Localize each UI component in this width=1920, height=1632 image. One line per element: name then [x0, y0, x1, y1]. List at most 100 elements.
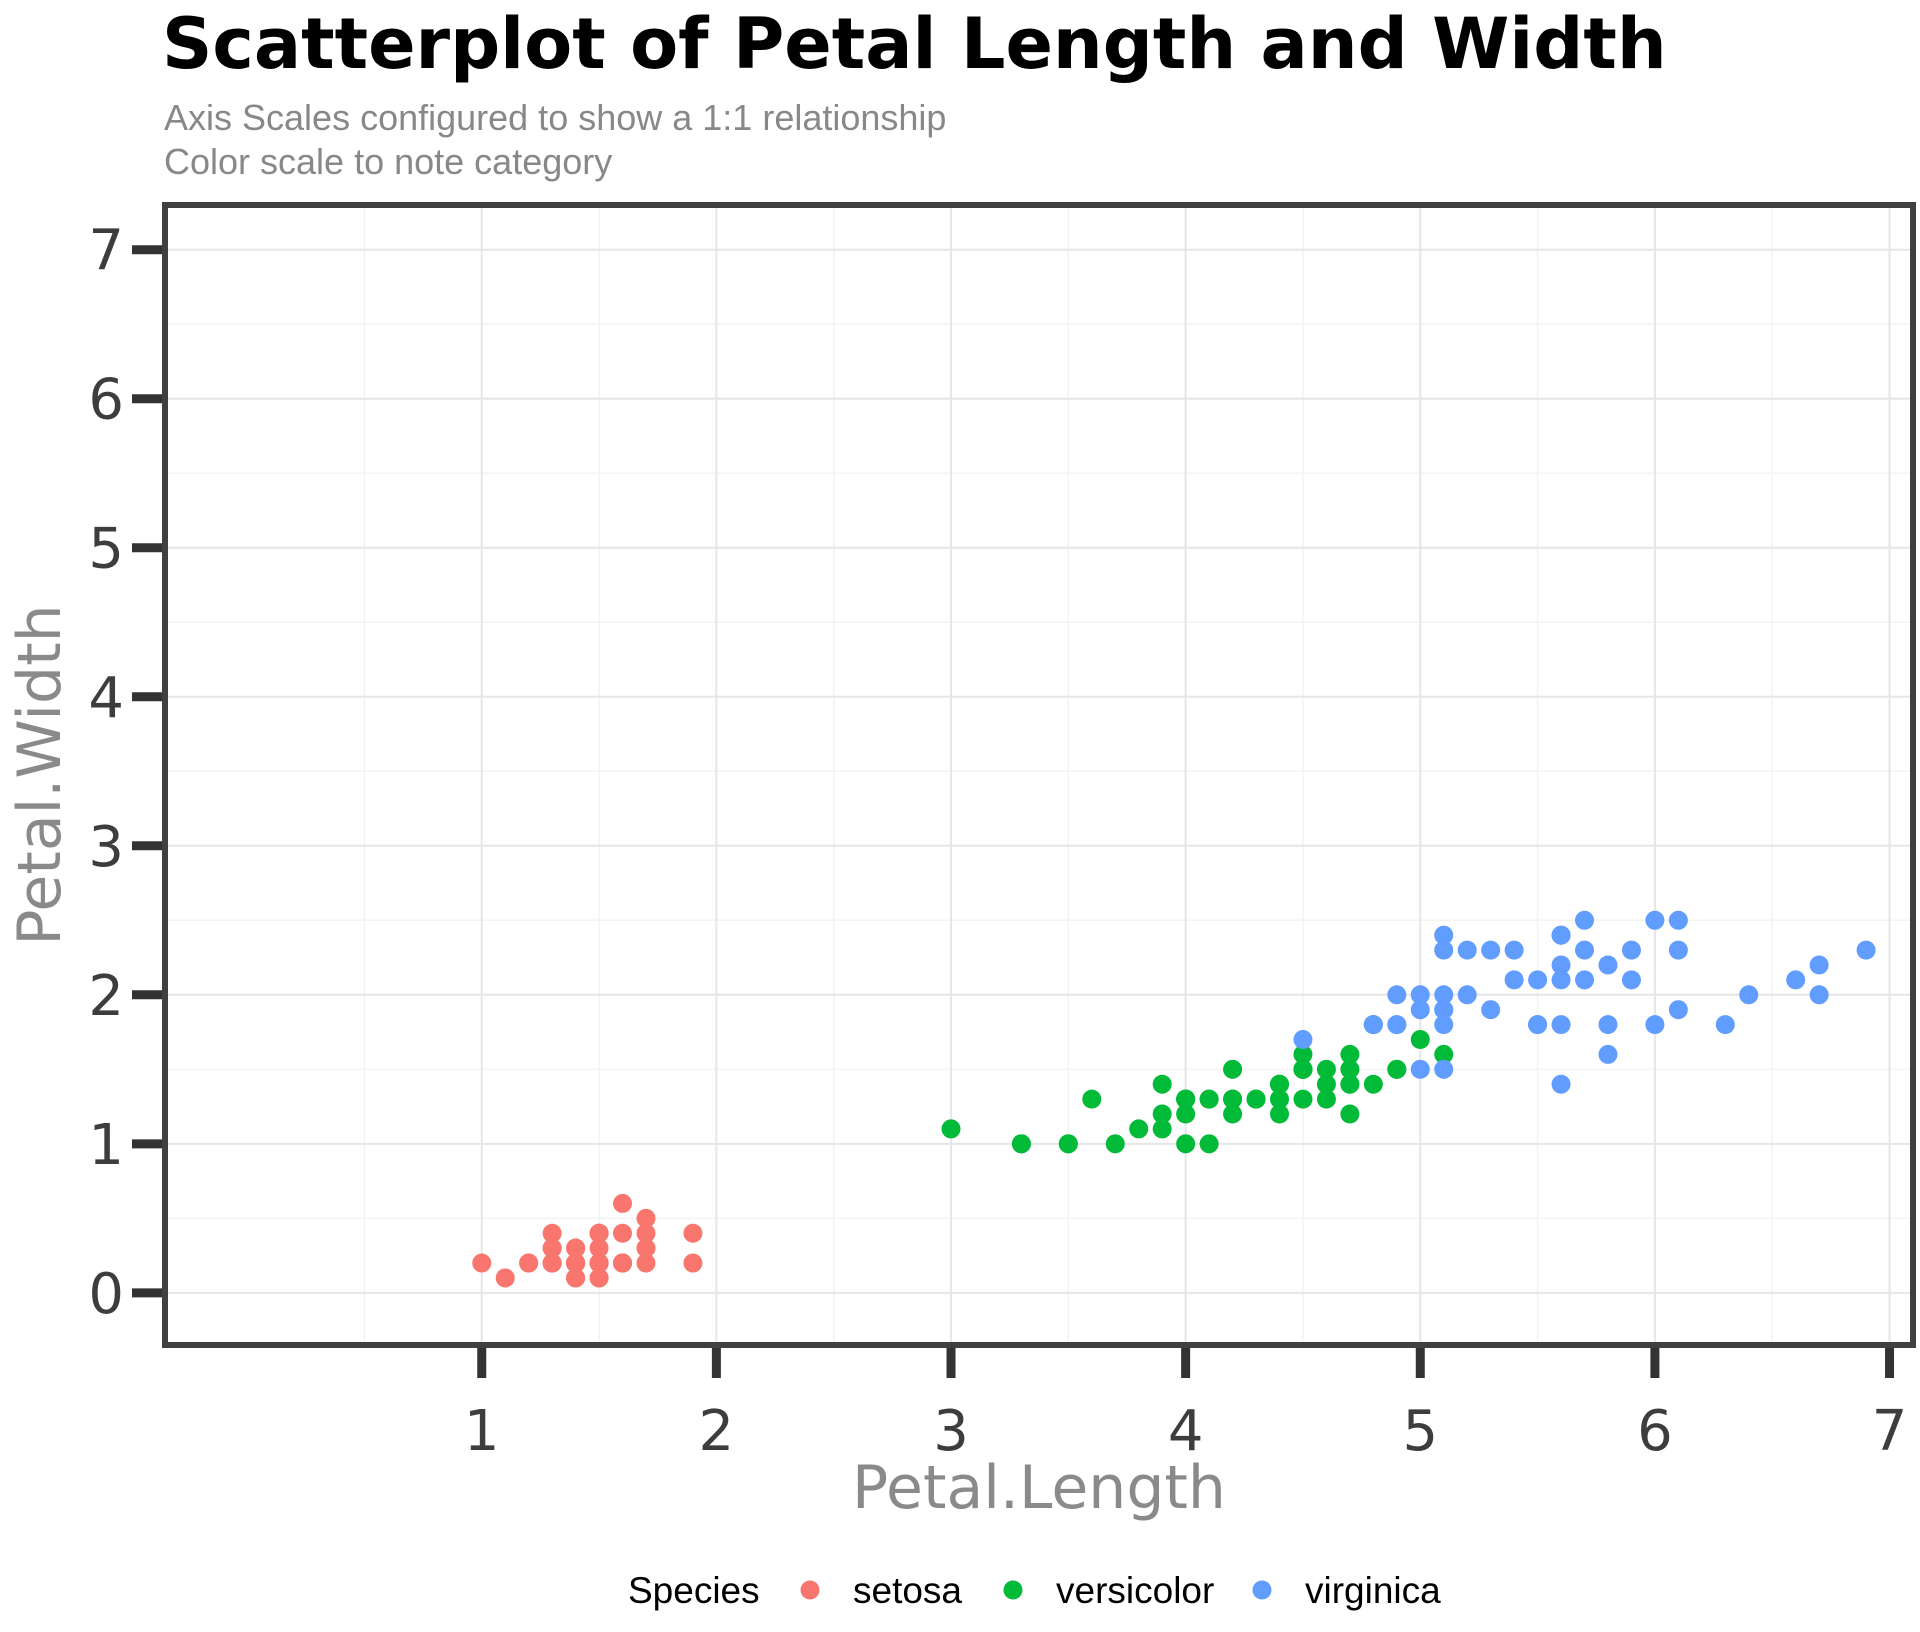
- data-point-virginica: [1621, 970, 1641, 990]
- y-tick-label: 6: [88, 368, 124, 433]
- data-point-versicolor: [1340, 1074, 1360, 1094]
- data-point-setosa: [636, 1238, 656, 1258]
- y-tick-label: 5: [88, 517, 124, 582]
- data-point-versicolor: [1152, 1119, 1172, 1139]
- data-point-versicolor: [1105, 1134, 1125, 1154]
- data-point-setosa: [542, 1253, 562, 1273]
- data-point-versicolor: [1011, 1134, 1031, 1154]
- data-point-virginica: [1856, 940, 1876, 960]
- chart-subtitle-line-2: Color scale to note category: [164, 141, 612, 182]
- data-point-versicolor: [1293, 1059, 1313, 1079]
- data-point-versicolor: [1176, 1134, 1196, 1154]
- data-points: [472, 910, 1876, 1288]
- data-point-versicolor: [1316, 1059, 1336, 1079]
- data-point-virginica: [1575, 940, 1595, 960]
- chart-title: Scatterplot of Petal Length and Width: [162, 3, 1667, 85]
- data-point-versicolor: [1176, 1104, 1196, 1124]
- data-point-virginica: [1434, 985, 1454, 1005]
- plot-panel-border: [162, 202, 1916, 1348]
- data-point-virginica: [1528, 970, 1548, 990]
- data-point-versicolor: [1152, 1074, 1172, 1094]
- data-point-virginica: [1387, 985, 1407, 1005]
- data-point-versicolor: [1269, 1089, 1289, 1109]
- data-point-virginica: [1575, 970, 1595, 990]
- data-point-virginica: [1598, 1044, 1618, 1064]
- data-point-versicolor: [1246, 1089, 1266, 1109]
- data-point-virginica: [1481, 1000, 1501, 1020]
- data-point-virginica: [1668, 1000, 1688, 1020]
- y-tick-label: 3: [88, 815, 124, 880]
- data-point-versicolor: [1223, 1104, 1243, 1124]
- data-point-setosa: [613, 1223, 633, 1243]
- data-point-virginica: [1621, 940, 1641, 960]
- data-point-setosa: [566, 1238, 586, 1258]
- x-tick-label: 1: [464, 1399, 500, 1464]
- data-point-virginica: [1434, 1015, 1454, 1035]
- legend-key-versicolor: [1003, 1580, 1023, 1600]
- data-point-versicolor: [1293, 1044, 1313, 1064]
- data-point-virginica: [1434, 1059, 1454, 1079]
- x-tick-label: 7: [1872, 1399, 1908, 1464]
- y-tick-label: 7: [88, 219, 124, 284]
- data-point-versicolor: [1176, 1089, 1196, 1109]
- legend-label-versicolor: versicolor: [1056, 1570, 1214, 1611]
- data-point-setosa: [613, 1253, 633, 1273]
- x-tick-label: 5: [1402, 1399, 1438, 1464]
- data-point-virginica: [1551, 1015, 1571, 1035]
- y-axis-title: Petal.Width: [5, 604, 75, 945]
- legend-label-virginica: virginica: [1305, 1570, 1441, 1611]
- data-point-virginica: [1809, 985, 1829, 1005]
- data-point-setosa: [566, 1253, 586, 1273]
- data-point-versicolor: [1434, 1044, 1454, 1064]
- data-point-versicolor: [1410, 1030, 1430, 1050]
- data-point-setosa: [589, 1238, 609, 1258]
- data-point-virginica: [1598, 955, 1618, 975]
- data-point-versicolor: [1269, 1074, 1289, 1094]
- data-point-setosa: [542, 1238, 562, 1258]
- data-point-virginica: [1363, 1015, 1383, 1035]
- data-point-virginica: [1410, 985, 1430, 1005]
- data-point-virginica: [1551, 970, 1571, 990]
- y-tick-label: 0: [88, 1262, 124, 1327]
- data-point-setosa: [636, 1253, 656, 1273]
- data-point-versicolor: [1058, 1134, 1078, 1154]
- data-point-virginica: [1809, 955, 1829, 975]
- data-point-setosa: [683, 1253, 703, 1273]
- data-point-setosa: [589, 1253, 609, 1273]
- data-point-virginica: [1410, 1059, 1430, 1079]
- legend-key-setosa: [800, 1580, 820, 1600]
- data-point-virginica: [1551, 955, 1571, 975]
- data-point-versicolor: [1340, 1104, 1360, 1124]
- x-tick-label: 4: [1168, 1399, 1204, 1464]
- data-point-versicolor: [1223, 1059, 1243, 1079]
- data-point-versicolor: [1269, 1104, 1289, 1124]
- data-point-virginica: [1668, 940, 1688, 960]
- data-point-virginica: [1575, 910, 1595, 930]
- data-point-virginica: [1739, 985, 1759, 1005]
- data-point-setosa: [589, 1223, 609, 1243]
- data-point-virginica: [1434, 940, 1454, 960]
- legend-title: Species: [628, 1570, 760, 1611]
- y-tick-label: 1: [88, 1113, 124, 1178]
- data-point-virginica: [1504, 970, 1524, 990]
- data-point-virginica: [1434, 1000, 1454, 1020]
- x-tick-label: 6: [1637, 1399, 1673, 1464]
- data-point-versicolor: [1152, 1104, 1172, 1124]
- data-point-virginica: [1481, 940, 1501, 960]
- data-point-versicolor: [1223, 1089, 1243, 1109]
- data-point-versicolor: [1293, 1089, 1313, 1109]
- data-point-versicolor: [1316, 1089, 1336, 1109]
- chart-subtitle-line-1: Axis Scales configured to show a 1:1 rel…: [164, 97, 946, 138]
- data-point-virginica: [1410, 1000, 1430, 1020]
- data-point-setosa: [495, 1268, 515, 1288]
- data-point-virginica: [1434, 925, 1454, 945]
- grid-lines: [165, 205, 1913, 1345]
- data-point-setosa: [613, 1193, 633, 1213]
- data-point-virginica: [1504, 940, 1524, 960]
- data-point-setosa: [589, 1268, 609, 1288]
- data-point-versicolor: [1316, 1074, 1336, 1094]
- x-axis-title: Petal.Length: [852, 1453, 1226, 1523]
- data-point-virginica: [1457, 940, 1477, 960]
- data-point-virginica: [1293, 1030, 1313, 1050]
- data-point-versicolor: [941, 1119, 961, 1139]
